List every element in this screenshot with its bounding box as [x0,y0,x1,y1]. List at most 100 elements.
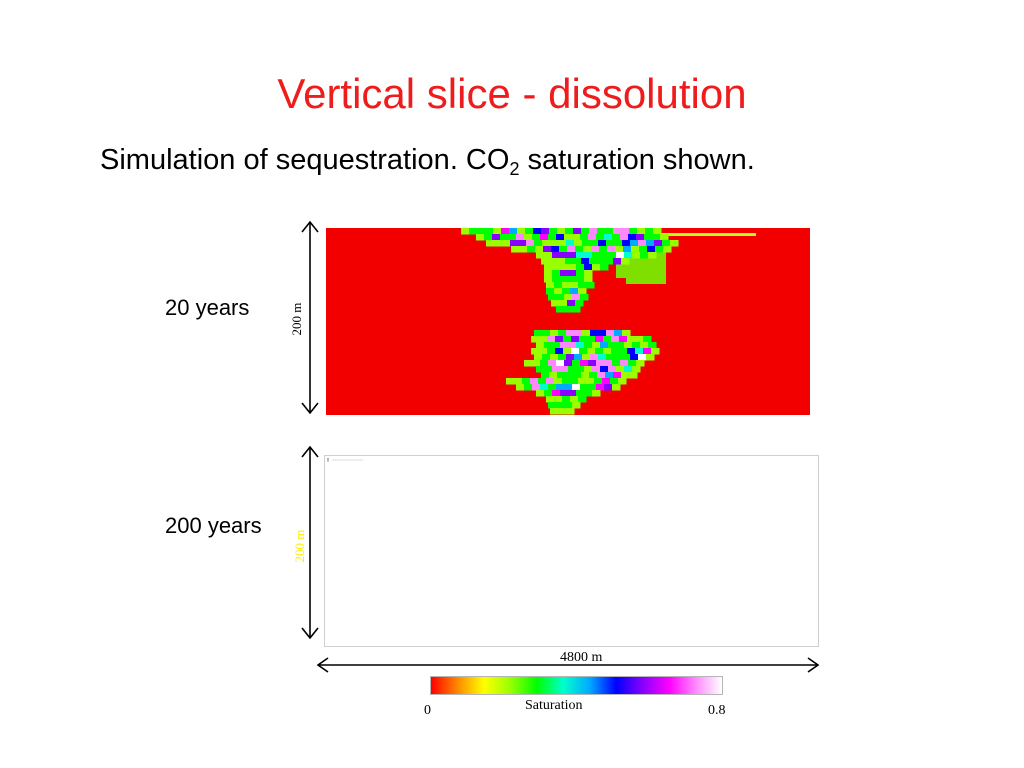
plume-cell [588,234,597,241]
plume-cell [560,276,569,283]
plume-cell [502,240,511,247]
plume-cell [567,246,576,253]
plume-cell [534,354,543,361]
subtitle-subscript: 2 [509,159,520,179]
plume-cell [607,246,616,253]
plume-cell [568,252,577,259]
plume-cell [637,228,646,235]
plume-cell [614,330,623,337]
plume-cell [549,258,558,265]
plume-cell [662,240,671,247]
plume-cell [582,354,591,361]
plume-cell [656,233,756,236]
plume-cell [532,360,541,367]
plume-cell [643,348,652,355]
plume-cell [516,234,525,241]
plume-cell [597,258,606,265]
saturation-plot-20-years [326,228,810,415]
plume-cell [541,258,550,265]
plume-cell [596,384,605,391]
plume-cell [563,348,572,355]
colorbar-max-label: 0.8 [708,703,726,718]
plume-cell [477,228,486,235]
plume-cell [476,234,485,241]
plume-cell [524,384,533,391]
plume-cell [530,378,539,385]
plume-cell [565,372,574,379]
plume-cell [606,240,615,247]
plume-cell [578,282,587,289]
plume-cell [556,306,565,313]
plume-cell [632,252,641,259]
plume-cell [506,378,515,385]
plume-cell [588,360,597,367]
plume-cell [653,228,662,235]
plume-cell [589,258,598,265]
plume-cell [600,366,609,373]
slide-title: Vertical slice - dissolution [277,70,747,117]
plume-cell [568,342,577,349]
plume-cell [559,300,568,307]
plume-cell [564,294,573,301]
plume-cell [621,228,630,235]
plume-cell [660,234,669,241]
plume-cell [570,288,579,295]
plume-cell [604,384,613,391]
plume-cell [568,270,577,277]
plume-cell [540,360,549,367]
plume-cell [651,348,660,355]
plume-cell [618,378,627,385]
plume-cell [596,360,605,367]
plume-cell [556,294,565,301]
plume-cell [536,252,545,259]
plume-cell [517,228,526,235]
plume-cell [564,234,573,241]
plume-cell [613,228,622,235]
plume-cell [469,228,478,235]
plume-cell [622,354,631,361]
plume-cell [611,336,620,343]
plume-cell [572,294,581,301]
plume-cell [525,228,534,235]
plume-cell [485,228,494,235]
plume-cell [614,240,623,247]
plume-cell [570,282,579,289]
height-arrow-1-bottom-head [301,402,319,415]
slide-subtitle: Simulation of sequestration. CO2 saturat… [100,144,755,180]
plume-cell [550,330,559,337]
plume-cell [518,240,527,247]
plume-cell [646,354,655,361]
plume-cell [629,372,638,379]
plume-cell [560,252,569,259]
plume-cell [576,366,585,373]
plume-cell [589,228,598,235]
width-label: 4800 m [560,650,603,665]
plume-cell [622,330,631,337]
plume-cell [567,300,576,307]
plume-cell [580,384,589,391]
colorbar-min-label: 0 [424,703,431,718]
plume-cell [573,228,582,235]
plume-cell [562,378,571,385]
plume-cell [558,408,567,415]
plume-cell [592,342,601,349]
plume-cell [629,228,638,235]
plume-cell [542,354,551,361]
plume-cell [591,246,600,253]
subtitle-prefix: Simulation of sequestration. CO [100,144,510,176]
plume-cell [628,360,637,367]
plume-cell [578,288,587,295]
plume-cell [587,348,596,355]
plume-cell [584,252,593,259]
panel-label-20-years: 20 years [165,295,250,320]
plume-cell [549,372,558,379]
plume-cell [566,240,575,247]
plume-cell [624,252,633,259]
plume-cell [574,354,583,361]
plume-cell [541,228,550,235]
plume-cell [547,336,556,343]
plume-cell [532,234,541,241]
plume-cell [562,396,571,403]
plume-cell [566,330,575,337]
